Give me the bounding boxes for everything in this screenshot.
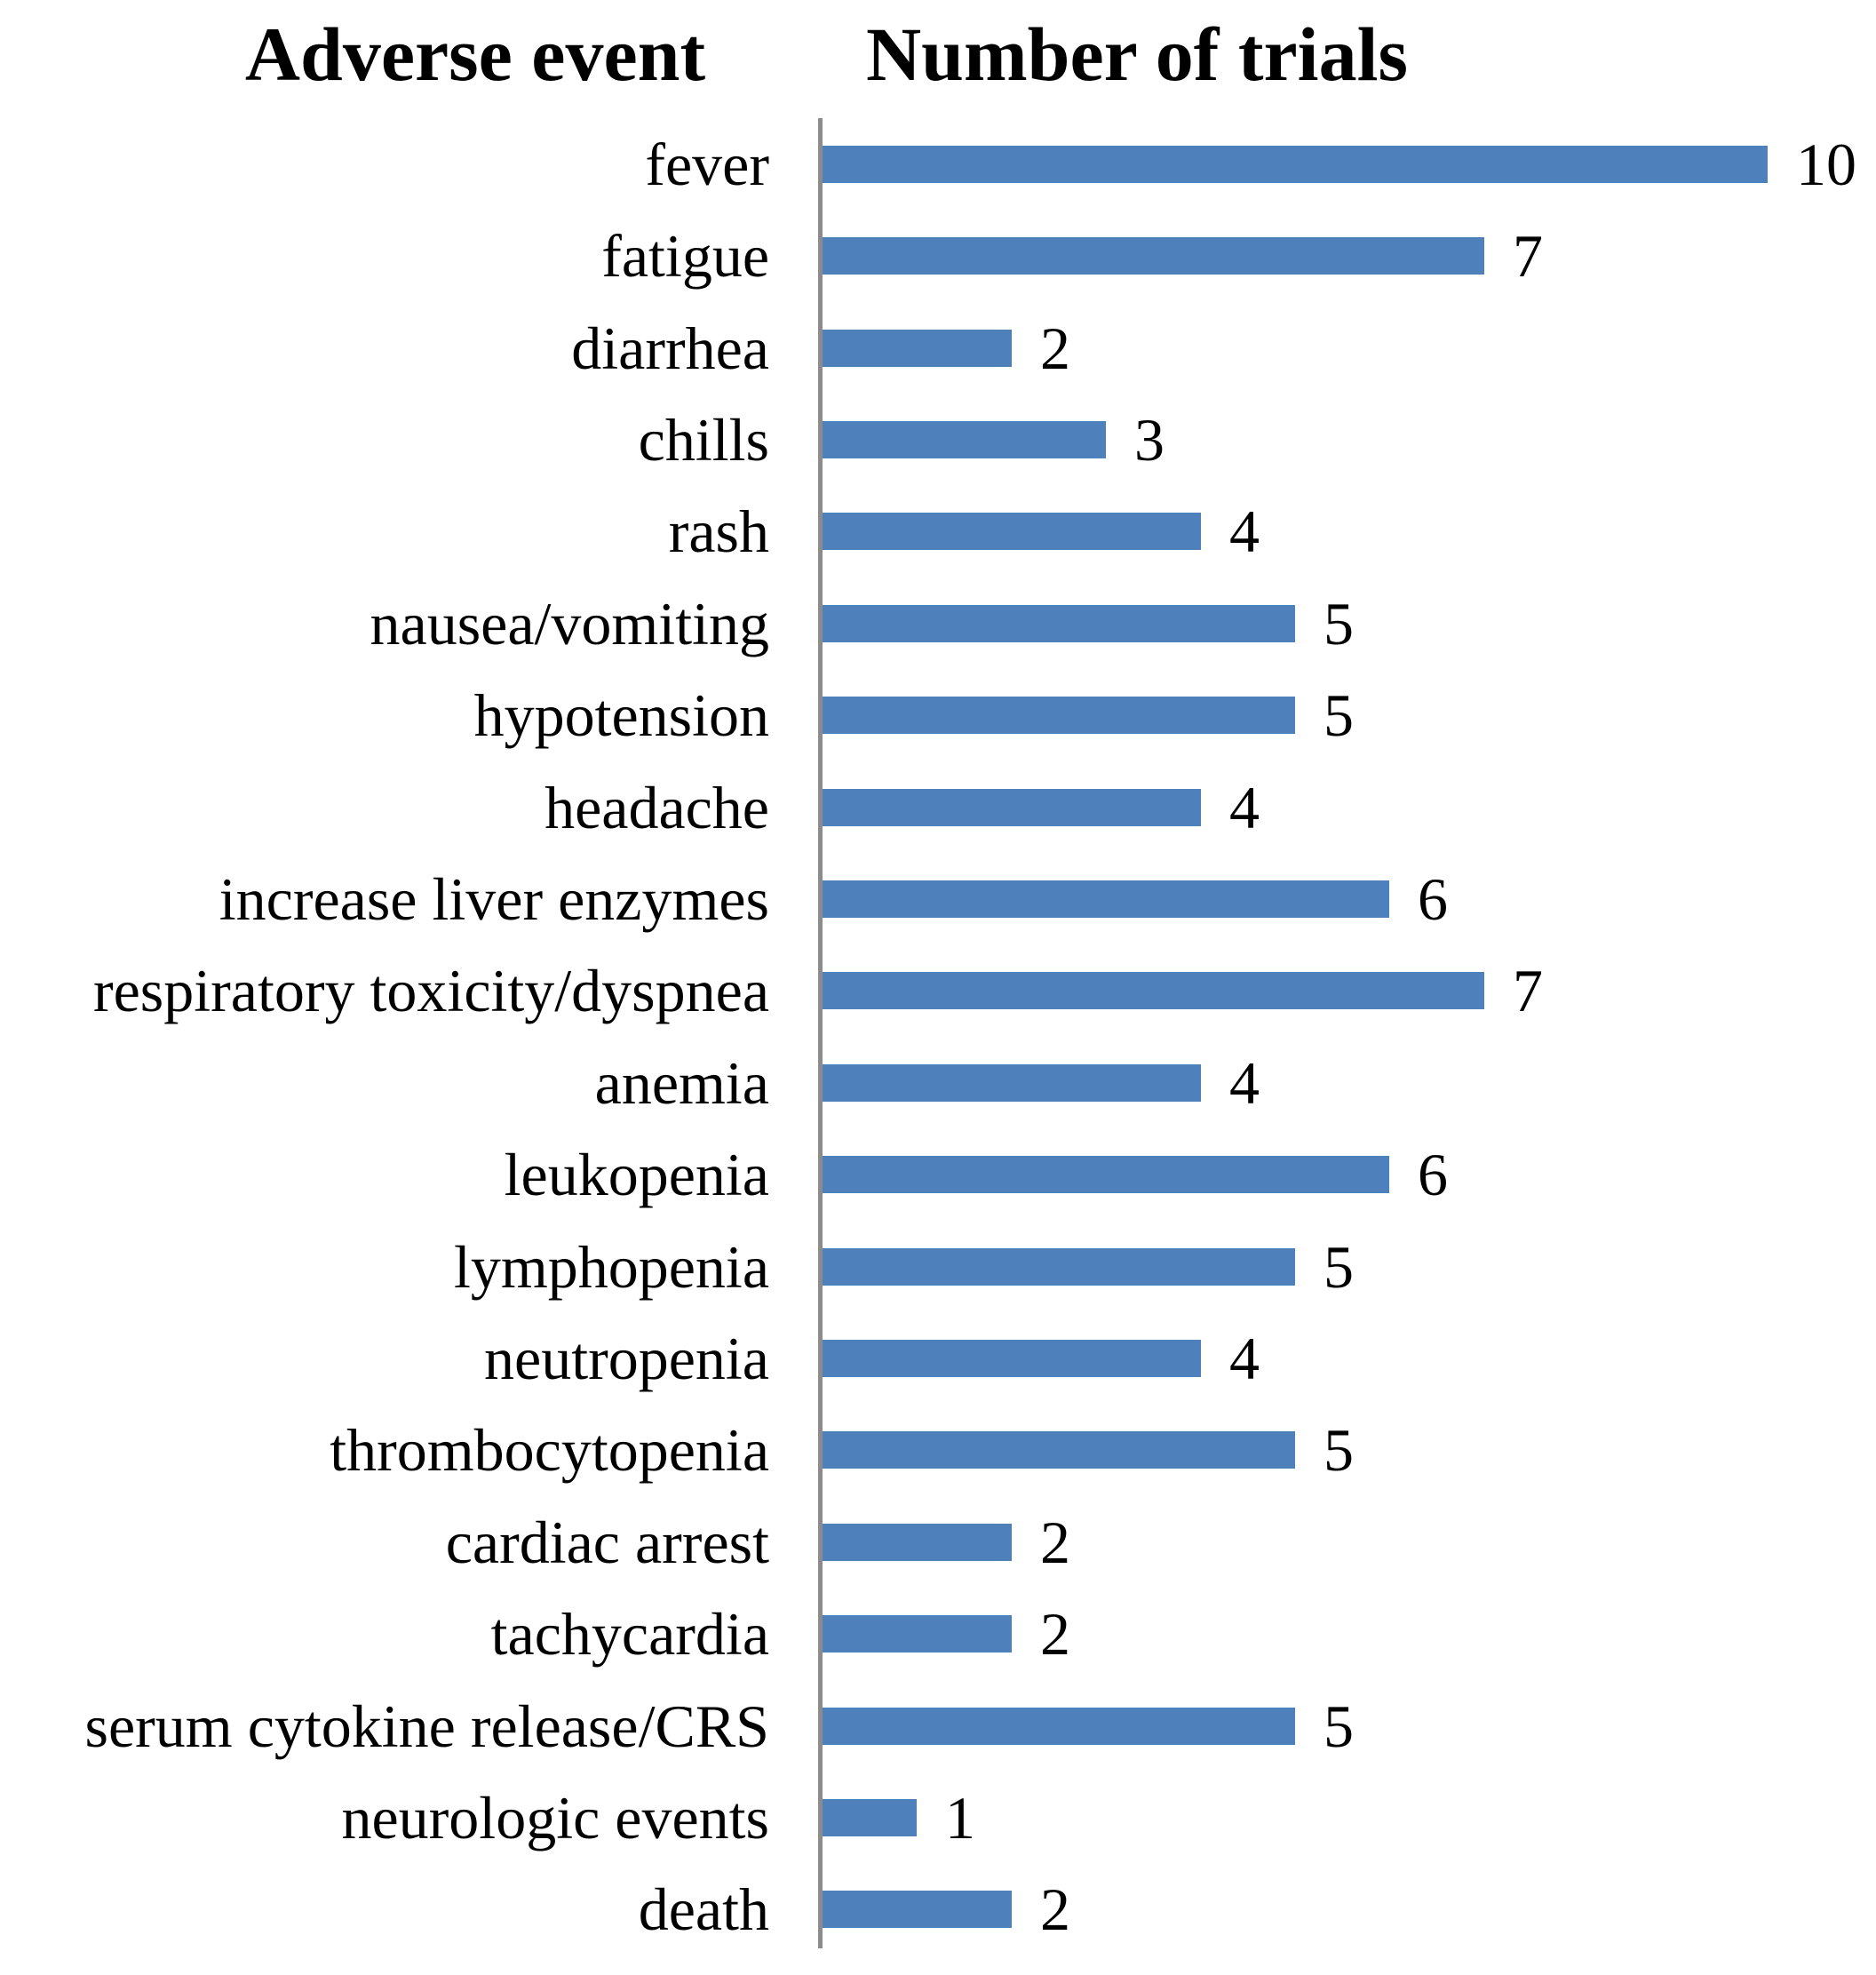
category-label: cardiac arrest xyxy=(445,1508,769,1576)
bar xyxy=(823,972,1484,1010)
bar xyxy=(823,1523,1012,1561)
bar-row: chills 3 xyxy=(0,394,1876,485)
value-label: 2 xyxy=(1040,1600,1070,1668)
category-label: fever xyxy=(645,130,769,198)
category-label: hypotension xyxy=(473,681,769,750)
bar-rows: fever 10 fatigue 7 diarrhea 2 chills 3 rash 4 naus… xyxy=(0,118,1876,1955)
category-label: lymphopenia xyxy=(453,1232,769,1301)
bar xyxy=(823,880,1389,918)
value-label: 1 xyxy=(945,1784,975,1852)
value-label: 4 xyxy=(1229,498,1260,566)
value-label: 6 xyxy=(1418,864,1448,933)
bar xyxy=(823,1615,1012,1653)
value-label: 3 xyxy=(1134,405,1165,474)
value-label: 7 xyxy=(1513,957,1543,1025)
bar-row: fatigue 7 xyxy=(0,210,1876,301)
category-label: neutropenia xyxy=(484,1324,769,1392)
bar-row: respiratory toxicity/dyspnea 7 xyxy=(0,945,1876,1037)
category-label: chills xyxy=(638,405,769,474)
bar xyxy=(823,420,1106,458)
value-label: 10 xyxy=(1796,130,1856,198)
bar-row: leukopenia 6 xyxy=(0,1128,1876,1220)
category-label: rash xyxy=(668,498,769,566)
bar-row: death 2 xyxy=(0,1864,1876,1955)
bar-row: neurologic events 1 xyxy=(0,1772,1876,1863)
value-label: 5 xyxy=(1324,589,1354,657)
bar xyxy=(823,1431,1295,1469)
bar-row: thrombocytopenia 5 xyxy=(0,1405,1876,1496)
value-label: 4 xyxy=(1229,773,1260,841)
bar xyxy=(823,1799,917,1837)
value-label: 2 xyxy=(1040,1508,1070,1576)
category-label: neurologic events xyxy=(341,1784,769,1852)
value-label: 2 xyxy=(1040,314,1070,382)
bar-row: increase liver enzymes 6 xyxy=(0,853,1876,944)
bar xyxy=(823,1063,1201,1102)
category-label: leukopenia xyxy=(504,1141,769,1209)
bar xyxy=(823,237,1484,275)
value-label: 6 xyxy=(1418,1141,1448,1209)
value-label: 2 xyxy=(1040,1875,1070,1944)
category-label: tachycardia xyxy=(490,1600,769,1668)
bar xyxy=(823,1339,1201,1377)
value-label: 5 xyxy=(1324,1692,1354,1760)
bar-row: lymphopenia 5 xyxy=(0,1221,1876,1312)
value-label: 7 xyxy=(1513,222,1543,291)
bar xyxy=(823,1891,1012,1929)
bar-row: neutropenia 4 xyxy=(0,1312,1876,1404)
column-header-adverse-event: Adverse event xyxy=(244,12,706,97)
bar xyxy=(823,604,1295,642)
bar-row: nausea/vomiting 5 xyxy=(0,577,1876,669)
category-label: serum cytokine release/CRS xyxy=(84,1692,769,1760)
value-label: 5 xyxy=(1324,1416,1354,1485)
bar-row: diarrhea 2 xyxy=(0,302,1876,394)
bar-row: anemia 4 xyxy=(0,1037,1876,1128)
category-label: respiratory toxicity/dyspnea xyxy=(92,957,769,1025)
bar-row: serum cytokine release/CRS 5 xyxy=(0,1680,1876,1772)
bar xyxy=(823,697,1295,735)
bar xyxy=(823,145,1768,183)
category-label: fatigue xyxy=(601,222,769,291)
bar xyxy=(823,788,1201,826)
category-label: increase liver enzymes xyxy=(219,864,769,933)
bar xyxy=(823,1156,1389,1194)
bar-row: hypotension 5 xyxy=(0,669,1876,761)
category-label: thrombocytopenia xyxy=(330,1416,769,1485)
bar xyxy=(823,1247,1295,1286)
category-axis-line xyxy=(818,118,823,1948)
category-label: anemia xyxy=(594,1048,769,1117)
bar xyxy=(823,513,1201,551)
bar xyxy=(823,329,1012,367)
category-label: headache xyxy=(545,773,769,841)
category-label: diarrhea xyxy=(571,314,769,382)
bar-row: tachycardia 2 xyxy=(0,1589,1876,1680)
value-label: 4 xyxy=(1229,1324,1260,1392)
bar-row: headache 4 xyxy=(0,761,1876,853)
column-header-number-of-trials: Number of trials xyxy=(866,12,1408,97)
bar-row: cardiac arrest 2 xyxy=(0,1496,1876,1588)
value-label: 5 xyxy=(1324,681,1354,750)
category-label: nausea/vomiting xyxy=(370,589,769,657)
category-label: death xyxy=(638,1875,769,1944)
bar-row: fever 10 xyxy=(0,118,1876,210)
bar xyxy=(823,1707,1295,1745)
value-label: 4 xyxy=(1229,1048,1260,1117)
value-label: 5 xyxy=(1324,1232,1354,1301)
bar-row: rash 4 xyxy=(0,486,1876,577)
